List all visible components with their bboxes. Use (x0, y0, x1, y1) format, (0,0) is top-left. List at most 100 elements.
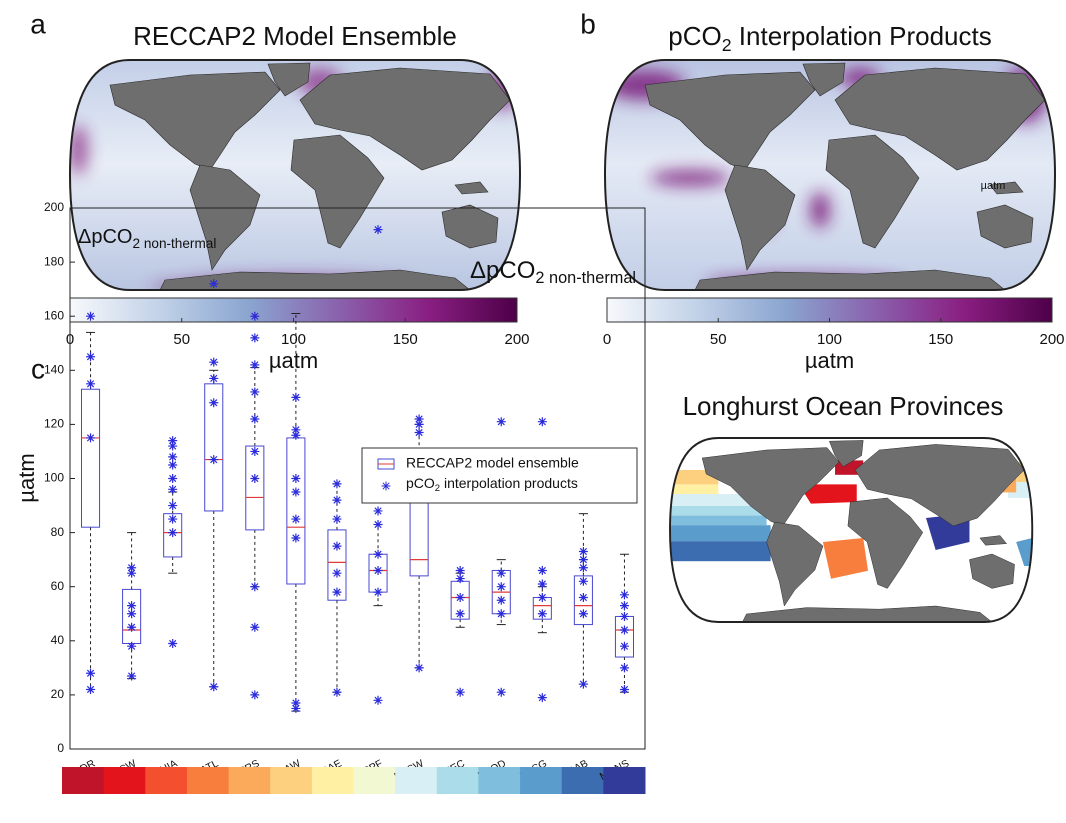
category-color (104, 767, 146, 794)
product-point (86, 685, 95, 694)
product-point (209, 682, 218, 691)
y-tick-label: 160 (44, 308, 64, 322)
product-point (538, 609, 547, 618)
category-color (145, 767, 187, 794)
product-point (456, 574, 465, 583)
colorbar-tick-label: 0 (603, 331, 611, 348)
product-point (538, 593, 547, 602)
product-point (620, 663, 629, 672)
product-point (250, 582, 259, 591)
product-point (456, 593, 465, 602)
panel-label: a (30, 8, 46, 39)
product-point (168, 442, 177, 451)
box (287, 438, 305, 584)
product-point (250, 690, 259, 699)
category-color (270, 767, 312, 794)
box (82, 389, 100, 527)
product-point (168, 639, 177, 648)
product-point (538, 566, 547, 575)
product-point (127, 609, 136, 618)
product-point (374, 696, 383, 705)
map-title: Longhurst Ocean Provinces (683, 391, 1004, 421)
y-tick-label: 180 (44, 254, 64, 268)
colorbar-tick-label: 100 (817, 331, 842, 348)
colorbar-tick-label: 100 (281, 331, 306, 348)
text-part: ΔpCO (470, 257, 535, 284)
text-part: 2 non-thermal (535, 270, 636, 288)
category-color (603, 767, 645, 794)
product-point (332, 569, 341, 578)
y-tick-label: 40 (51, 633, 65, 647)
product-point (209, 279, 218, 288)
product-point (250, 414, 259, 423)
product-point (291, 488, 300, 497)
product-point (415, 663, 424, 672)
box (246, 446, 264, 530)
category-color (478, 767, 520, 794)
product-point (168, 460, 177, 469)
product-point (497, 582, 506, 591)
y-tick-label: 140 (44, 362, 64, 376)
product-point (620, 590, 629, 599)
colorbar-tick-label: 200 (504, 331, 529, 348)
product-point (332, 496, 341, 505)
product-point (250, 312, 259, 321)
product-point (168, 485, 177, 494)
product-point (127, 623, 136, 632)
product-point (209, 358, 218, 367)
text-part: 2 non-thermal (132, 236, 216, 251)
category-color (62, 767, 104, 794)
product-point (415, 428, 424, 437)
product-point (497, 417, 506, 426)
product-point (456, 566, 465, 575)
product-point (86, 312, 95, 321)
product-point (291, 515, 300, 524)
category-color (229, 767, 271, 794)
text-part: Longhurst Ocean Provinces (683, 391, 1004, 421)
product-point (209, 398, 218, 407)
y-tick-label: 120 (44, 417, 64, 431)
text-part: pCO (406, 475, 435, 491)
product-point (127, 642, 136, 651)
colorbar-tick-label: 150 (393, 331, 418, 348)
panel-label: c (31, 353, 45, 384)
map-title: RECCAP2 Model Ensemble (133, 21, 457, 51)
category-color (354, 767, 396, 794)
product-point (291, 474, 300, 483)
product-point (579, 547, 588, 556)
text-part: pCO (668, 21, 721, 51)
product-point (291, 393, 300, 402)
y-tick-label: 80 (51, 525, 65, 539)
product-point (579, 563, 588, 572)
product-point (374, 520, 383, 529)
product-point (127, 671, 136, 680)
product-point (579, 577, 588, 586)
panel-label: b (580, 8, 596, 39)
product-point (250, 333, 259, 342)
product-point (497, 596, 506, 605)
product-point (86, 379, 95, 388)
product-point (168, 515, 177, 524)
product-point (250, 360, 259, 369)
product-point (415, 420, 424, 429)
y-axis-label: µatm (14, 453, 39, 502)
text-part: Interpolation Products (732, 21, 992, 51)
product-point (374, 588, 383, 597)
product-point (374, 566, 383, 575)
colorbar-label: µatm (805, 348, 854, 373)
colorbar-tick-label: 50 (710, 331, 727, 348)
product-point (332, 515, 341, 524)
product-point (250, 474, 259, 483)
product-point (332, 588, 341, 597)
product-point (374, 506, 383, 515)
text-part: RECCAP2 Model Ensemble (133, 21, 457, 51)
product-point (620, 612, 629, 621)
category-color (395, 767, 437, 794)
map-label: µatm (981, 180, 1006, 192)
product-point (620, 685, 629, 694)
text-part: ΔpCO (78, 226, 132, 248)
product-point (168, 528, 177, 537)
category-color (562, 767, 604, 794)
product-point (209, 455, 218, 464)
text-part: 2 (722, 34, 732, 54)
